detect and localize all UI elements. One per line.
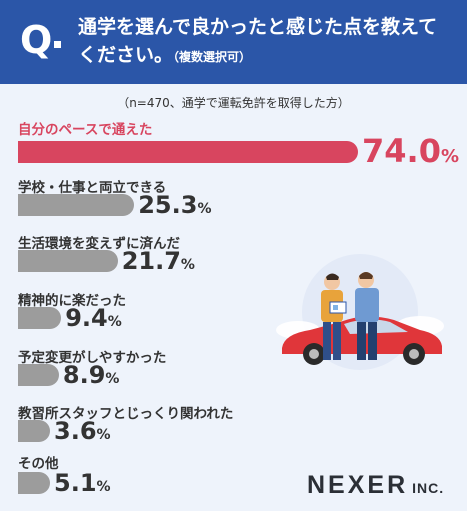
value-unit: % (180, 257, 195, 273)
person-right-icon (355, 272, 379, 360)
person-left-icon (321, 273, 347, 360)
category-label: 学校・仕事と両立できる (18, 180, 167, 196)
value-number: 25.3 (138, 191, 198, 219)
bar (18, 194, 135, 216)
bar (18, 250, 118, 272)
logo-suffix: INC. (412, 480, 445, 496)
category-label: 自分のペースで通えた (18, 122, 153, 138)
bar (18, 141, 358, 163)
value-label: 3.6% (54, 418, 111, 448)
value-number: 21.7 (121, 247, 181, 275)
question-text-line1: 通学を選んで良かったと感じた点を教えて (78, 16, 438, 38)
value-number: 8.9 (62, 361, 106, 389)
value-number: 9.4 (65, 304, 108, 332)
question-header: Q 通学を選んで良かったと感じた点を教えて ください。（複数選択可） (0, 0, 467, 84)
value-unit: % (197, 201, 212, 217)
value-number: 3.6 (54, 417, 97, 445)
category-label: その他 (18, 456, 59, 472)
category-label: 予定変更がしやすかった (18, 350, 167, 366)
logo-main: NEXER (307, 471, 409, 499)
question-text-line2: ください。（複数選択可） (78, 42, 251, 70)
value-unit: % (96, 479, 111, 495)
value-label: 8.9% (63, 362, 120, 392)
multiple-choice-note: （複数選択可） (173, 50, 252, 64)
value-unit: % (105, 371, 120, 387)
question-text-line2-main: ください。 (78, 44, 174, 66)
category-label: 生活環境を変えずに済んだ (18, 236, 180, 252)
category-label: 精神的に楽だった (18, 293, 126, 309)
value-unit: % (440, 146, 459, 167)
value-label: 9.4% (65, 305, 122, 335)
people-and-car-illustration (276, 254, 444, 370)
bar (18, 420, 50, 442)
nexer-logo: NEXER INC. (307, 471, 444, 500)
bar (18, 364, 59, 386)
value-number: 74.0 (362, 132, 441, 170)
value-label: 5.1% (54, 470, 111, 500)
question-mark: Q (20, 18, 53, 62)
category-label: 教習所スタッフとじっくり関われた (18, 406, 234, 422)
bar (18, 307, 62, 329)
question-mark-dot (54, 41, 61, 48)
sample-note: （n=470、通学で運転免許を取得した方） (117, 96, 350, 110)
value-unit: % (96, 427, 111, 443)
value-label: 25.3% (138, 192, 211, 222)
value-number: 5.1 (54, 469, 97, 497)
value-label: 74.0% (362, 135, 459, 173)
value-label: 21.7% (122, 248, 195, 278)
bar (18, 472, 50, 494)
value-unit: % (107, 314, 122, 330)
